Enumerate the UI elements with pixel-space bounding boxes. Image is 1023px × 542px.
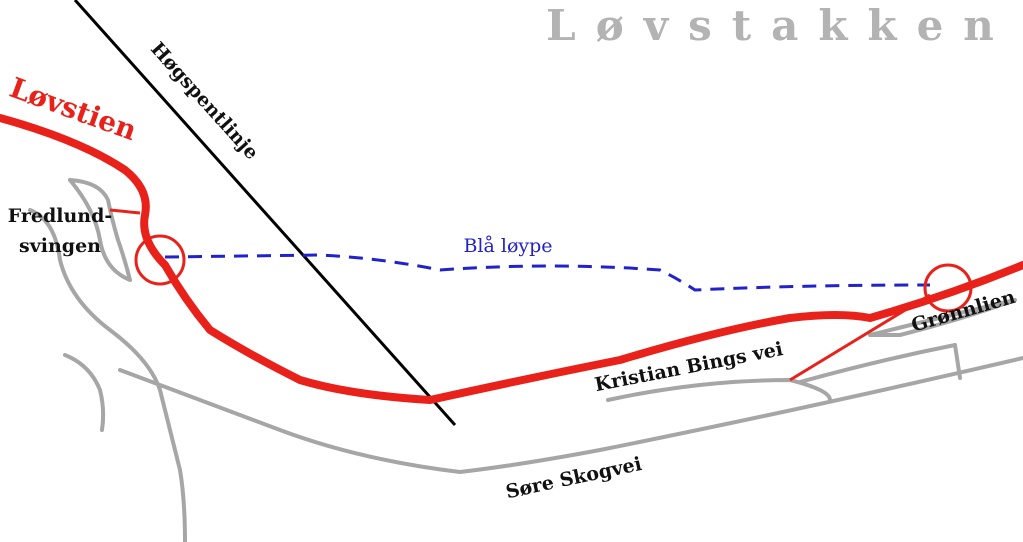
road bbox=[118, 356, 1023, 474]
power-line bbox=[73, 0, 457, 426]
road bbox=[28, 208, 187, 542]
ski-track-label: Blå løype bbox=[463, 235, 552, 257]
trail bbox=[0, 114, 1023, 405]
crossing-marker bbox=[134, 234, 186, 286]
road bbox=[68, 178, 132, 282]
place-label: Fredlund- bbox=[8, 205, 113, 227]
crossing-marker bbox=[923, 263, 973, 313]
roads bbox=[28, 178, 1023, 542]
road bbox=[798, 343, 957, 384]
trail-label: Løvstien bbox=[6, 71, 141, 147]
place-label: svingen bbox=[19, 235, 101, 257]
road bbox=[606, 378, 832, 402]
ski-track bbox=[164, 253, 931, 292]
road-label: Søre Skogvei bbox=[504, 453, 644, 503]
road bbox=[953, 343, 962, 380]
road bbox=[63, 353, 106, 432]
pointer bbox=[109, 208, 141, 215]
pointer bbox=[789, 293, 931, 382]
area-label: Løvstakken bbox=[546, 1, 1014, 50]
road bbox=[868, 298, 1017, 337]
